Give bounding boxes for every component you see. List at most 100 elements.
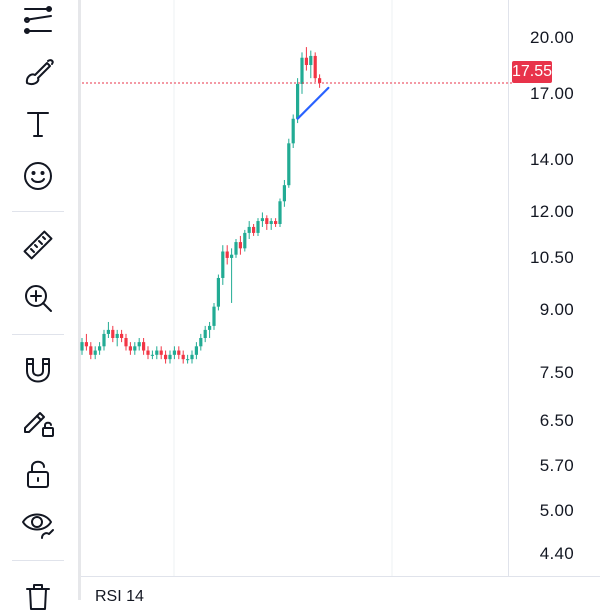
price-axis-border: [508, 0, 509, 576]
unlock-icon: [27, 460, 49, 488]
trend-line-drawing[interactable]: [296, 86, 330, 120]
candle: [150, 350, 154, 360]
candle-body: [265, 218, 269, 224]
price-tick-label: 10.50: [529, 247, 574, 267]
candle-body: [142, 342, 146, 351]
candle: [186, 354, 190, 364]
candle: [291, 114, 295, 148]
candle-body: [203, 329, 207, 339]
candle-body: [190, 354, 194, 360]
trend-line-tool[interactable]: [14, 0, 62, 40]
candle-body: [216, 277, 220, 307]
candle-body: [230, 254, 234, 258]
candle-body: [256, 221, 260, 233]
price-tick-label: 9.00: [539, 300, 574, 320]
toolbar-border: [78, 0, 81, 600]
candle: [172, 346, 176, 360]
candles: [80, 47, 322, 364]
candle-body: [282, 185, 286, 202]
candle-body: [269, 221, 273, 224]
candle: [102, 329, 106, 351]
price-tick-label: 5.00: [539, 500, 574, 520]
candle-body: [98, 346, 102, 351]
eye-visibility-icon: [22, 513, 54, 539]
candle: [230, 248, 234, 303]
toolbar-divider: [12, 211, 64, 212]
zoom-in-tool[interactable]: [14, 278, 62, 318]
text-tool-icon: [27, 112, 49, 137]
price-chart[interactable]: [0, 0, 600, 600]
candle: [225, 245, 229, 265]
lock-drawing-tool[interactable]: [14, 402, 62, 442]
candle-body: [115, 333, 119, 339]
candle-body: [260, 218, 264, 222]
candle: [111, 325, 115, 343]
candle-body: [146, 350, 150, 355]
candle-body: [133, 346, 137, 351]
candle: [296, 78, 300, 124]
candle-body: [111, 329, 115, 339]
candle-body: [221, 251, 225, 278]
candle: [115, 329, 119, 347]
candle: [124, 333, 128, 351]
candle: [318, 74, 322, 88]
candle: [313, 52, 317, 83]
candle-body: [318, 78, 322, 83]
price-tick-label: 14.00: [529, 149, 574, 169]
candle-body: [212, 306, 216, 326]
candle: [265, 215, 269, 230]
candle: [93, 346, 97, 360]
emoji-tool-icon: [24, 162, 52, 190]
toolbar-divider: [12, 334, 64, 335]
price-tick-label: 5.70: [539, 455, 574, 475]
candle-body: [274, 221, 278, 224]
current-price-badge: 17.55: [512, 61, 552, 83]
ruler-tool-icon: [23, 230, 53, 260]
candle: [309, 50, 313, 79]
magnet-tool[interactable]: [14, 350, 62, 390]
toolbar-divider: [12, 560, 64, 561]
price-tick-label: 7.50: [539, 362, 574, 382]
candle: [203, 325, 207, 343]
candle: [89, 342, 93, 360]
candle: [133, 342, 137, 355]
trend-line-tool-icon: [24, 6, 52, 34]
candle: [164, 350, 168, 364]
price-tick-label: 12.00: [529, 202, 574, 222]
candle-body: [155, 350, 159, 355]
candle: [238, 235, 242, 255]
candle: [282, 179, 286, 207]
candle-body: [208, 325, 212, 330]
candle-body: [225, 251, 229, 258]
candle: [128, 342, 132, 355]
candle: [243, 229, 247, 252]
unlock-tool[interactable]: [14, 454, 62, 494]
ruler-tool[interactable]: [14, 226, 62, 266]
candle: [256, 218, 260, 236]
candle-body: [102, 333, 106, 347]
visibility-tool[interactable]: [14, 504, 62, 544]
candle: [304, 47, 308, 71]
magnet-tool-icon: [26, 358, 50, 383]
price-tick-label: 17.00: [529, 83, 574, 103]
candle-body: [164, 354, 168, 360]
candle-body: [304, 57, 308, 66]
candle-body: [243, 232, 247, 249]
candle-body: [128, 346, 132, 351]
candle-body: [93, 350, 97, 355]
candle-body: [177, 350, 181, 355]
candle-body: [252, 226, 256, 233]
candle-body: [150, 354, 154, 356]
candle-body: [137, 342, 141, 347]
candle: [155, 346, 159, 360]
candle-body: [172, 350, 176, 355]
price-tick-label: 4.40: [539, 544, 574, 564]
lock-drawing-icon: [24, 412, 54, 437]
brush-tool[interactable]: [14, 52, 62, 92]
rsi-indicator-label[interactable]: RSI 14: [95, 588, 144, 605]
text-tool[interactable]: [14, 104, 62, 144]
emoji-tool[interactable]: [14, 156, 62, 196]
candle: [194, 342, 198, 360]
candle: [137, 338, 141, 351]
candle: [208, 321, 212, 339]
